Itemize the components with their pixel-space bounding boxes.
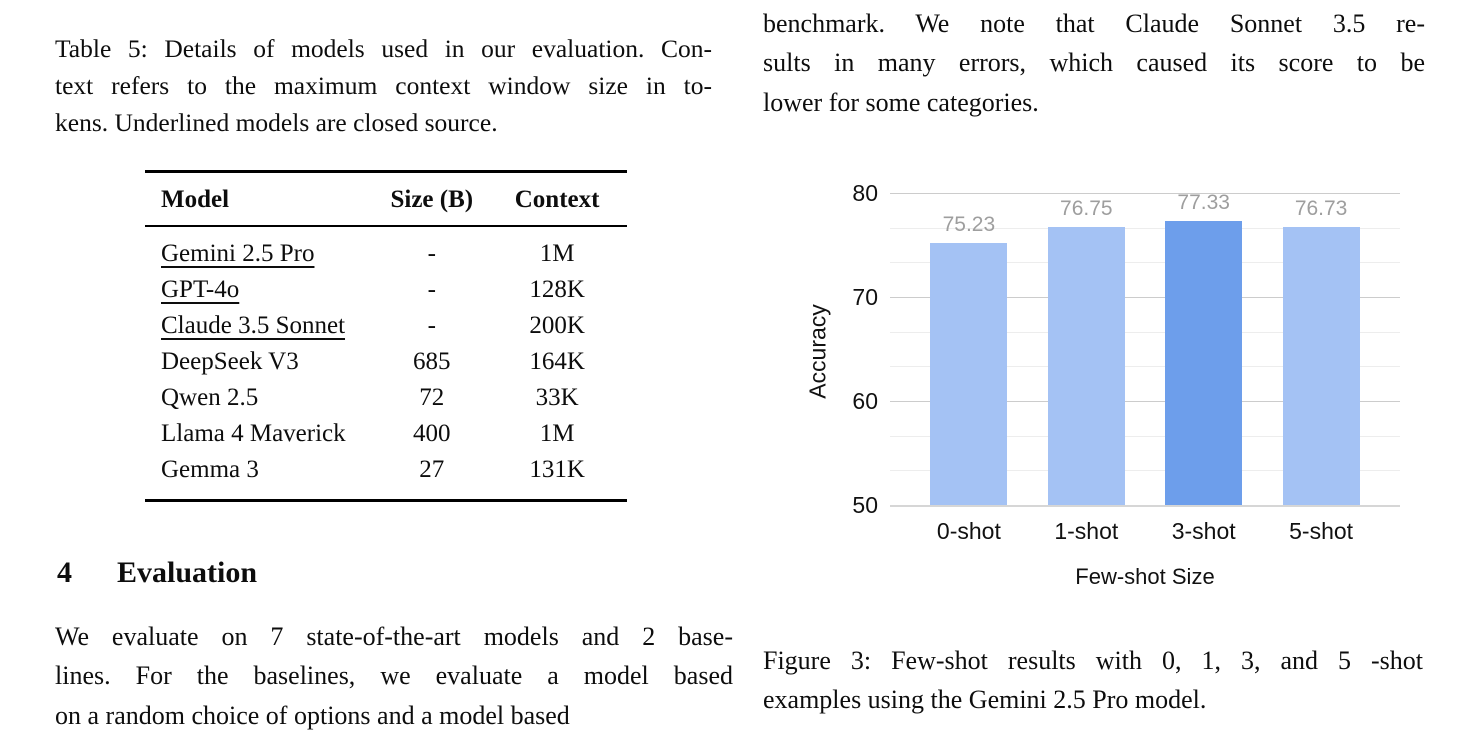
minor-gridline (890, 366, 1400, 368)
table-row: Claude 3.5 Sonnet - 200K (145, 308, 627, 344)
body-line: lower for some categories. (763, 87, 1039, 117)
x-tick-label: 3-shot (1171, 518, 1236, 544)
model-size: - (427, 312, 436, 339)
top-paragraph: benchmark. We note that Claude Sonnet 3.… (763, 4, 1425, 122)
minor-gridline (890, 470, 1400, 472)
model-context: 131K (529, 456, 585, 483)
figure-3-bar-chart: Accuracy 75.23 76.75 77.33 76.73 Few-shot S… (760, 168, 1430, 613)
y-tick-label: 80 (852, 180, 878, 206)
minor-gridline (890, 331, 1400, 333)
column-header-size: Size (B) (390, 186, 474, 213)
major-gridline (890, 193, 1400, 194)
x-axis-title: Few-shot Size (1075, 564, 1215, 589)
model-name: Llama 4 Maverick (161, 420, 346, 447)
y-tick-label: 70 (852, 284, 878, 310)
section-title: Evaluation (117, 556, 258, 589)
bar-value-label: 77.33 (1177, 190, 1230, 214)
section-number: 4 (57, 556, 72, 589)
major-gridline (890, 297, 1400, 298)
caption-line: examples using the Gemini 2.5 Pro model. (763, 685, 1207, 715)
figure-3-caption: Figure 3: Few-shot results with 0, 1, 3,… (763, 641, 1423, 720)
table-row: Gemma 3 27 131K (145, 452, 627, 501)
major-gridline (890, 401, 1400, 402)
model-size: 72 (419, 384, 445, 411)
model-size: 27 (419, 456, 445, 483)
body-line: lines. For the baselines, we evaluate a … (55, 661, 733, 691)
model-size: 400 (413, 420, 451, 447)
model-context: 1M (539, 420, 575, 447)
model-name: GPT-4o (161, 276, 240, 303)
column-header-model: Model (161, 186, 230, 213)
table-5: Model Size (B) Context Gemini 2.5 Pro - … (145, 170, 627, 502)
x-tick-label: 1-shot (1054, 518, 1119, 544)
bar-value-label: 76.73 (1294, 197, 1348, 220)
y-axis-title: Accuracy (804, 304, 831, 399)
minor-gridline (890, 435, 1400, 437)
model-context: 200K (529, 312, 585, 339)
bar-0-shot (930, 242, 1008, 505)
bar-3-shot (1165, 220, 1243, 505)
model-size: 685 (413, 348, 451, 375)
caption-line: text refers to the maximum context windo… (55, 71, 712, 100)
model-context: 164K (529, 348, 585, 375)
model-context: 1M (539, 240, 575, 267)
caption-line: Table 5: Details of models used in our e… (55, 34, 712, 63)
table-row: Qwen 2.5 72 33K (145, 380, 627, 416)
bar-5-shot (1282, 227, 1360, 505)
x-tick-label: 5-shot (1289, 518, 1354, 544)
table-5-caption: Table 5: Details of models used in our e… (55, 30, 712, 141)
model-name: Qwen 2.5 (161, 384, 259, 411)
table-row: Gemini 2.5 Pro - 1M (145, 226, 627, 272)
body-line: We evaluate on 7 state-of-the-art models… (55, 622, 733, 651)
body-line: benchmark. We note that Claude Sonnet 3.… (763, 9, 1425, 38)
model-size: - (427, 240, 436, 267)
model-name: Gemma 3 (161, 456, 259, 483)
caption-line: kens. Underlined models are closed sourc… (55, 108, 498, 137)
bar-value-label: 75.23 (942, 212, 996, 236)
minor-gridline (890, 262, 1400, 264)
model-size: - (427, 276, 436, 303)
model-context: 33K (535, 384, 579, 411)
y-tick-label: 50 (852, 492, 878, 518)
model-context: 128K (529, 276, 585, 303)
body-line: sults in many errors, which caused its s… (763, 48, 1425, 78)
table-header-row: Model Size (B) Context (145, 171, 627, 226)
column-header-context: Context (514, 186, 600, 213)
table-row: GPT-4o - 128K (145, 272, 627, 308)
x-tick-label: 0-shot (936, 518, 1001, 544)
caption-line: Figure 3: Few-shot results with 0, 1, 3,… (763, 646, 1423, 675)
bar-value-label: 76.75 (1060, 196, 1113, 220)
bar-1-shot (1047, 226, 1125, 505)
plot-area: 75.23 76.75 77.33 76.73 (890, 190, 1400, 507)
major-gridline (890, 505, 1400, 507)
model-name: DeepSeek V3 (161, 348, 299, 375)
body-paragraph: We evaluate on 7 state-of-the-art models… (55, 617, 733, 735)
body-line: on a random choice of options and a mode… (55, 700, 570, 730)
model-name: Claude 3.5 Sonnet (161, 312, 346, 339)
y-tick-label: 60 (852, 388, 878, 414)
table-row: Llama 4 Maverick 400 1M (145, 416, 627, 452)
minor-gridline (890, 227, 1400, 229)
model-name: Gemini 2.5 Pro (161, 240, 315, 267)
section-heading-evaluation: 4 Evaluation (57, 556, 717, 590)
table-row: DeepSeek V3 685 164K (145, 344, 627, 380)
